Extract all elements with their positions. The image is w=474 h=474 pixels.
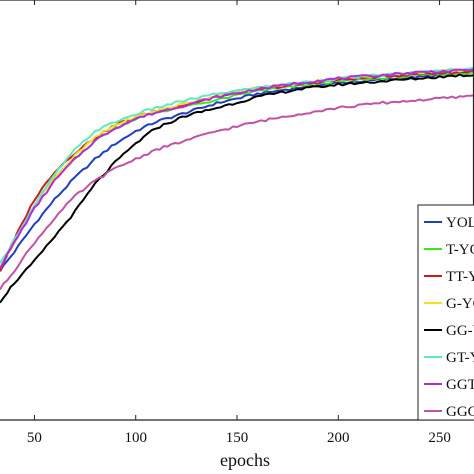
x-tick-label: 50 — [27, 430, 42, 446]
x-tick-label: 250 — [428, 430, 451, 446]
x-axis-ticks: 50 100 150 200 250 — [27, 0, 451, 446]
series-line-ggg-yolo — [0, 94, 474, 291]
series-line-ggt-yolo — [0, 68, 474, 269]
legend: YOLO T-YOLO TT-YOLO G-YOLO GG-YOLO GT-YOLO GGT… — [417, 204, 474, 421]
legend-label-yolo: YOLO — [446, 215, 474, 231]
x-axis-label: epochs — [220, 450, 270, 470]
x-tick-label: 200 — [327, 430, 350, 446]
legend-label-ggt-yolo: GGT-YOLO — [446, 377, 474, 393]
legend-label-gg-yolo: GG-YOLO — [446, 323, 474, 339]
legend-label-gt-yolo: GT-YOLO — [446, 350, 474, 366]
x-tick-label: 150 — [226, 430, 249, 446]
legend-label-g-yolo: G-YOLO — [446, 296, 474, 312]
legend-label-tt-yolo: TT-YOLO — [446, 269, 474, 285]
plot-area — [0, 66, 474, 304]
series-line-gg-yolo — [0, 73, 474, 304]
legend-label-t-yolo: T-YOLO — [446, 242, 474, 258]
legend-label-ggg-yolo: GGG-YOLO — [446, 404, 474, 420]
x-tick-label: 100 — [124, 430, 147, 446]
